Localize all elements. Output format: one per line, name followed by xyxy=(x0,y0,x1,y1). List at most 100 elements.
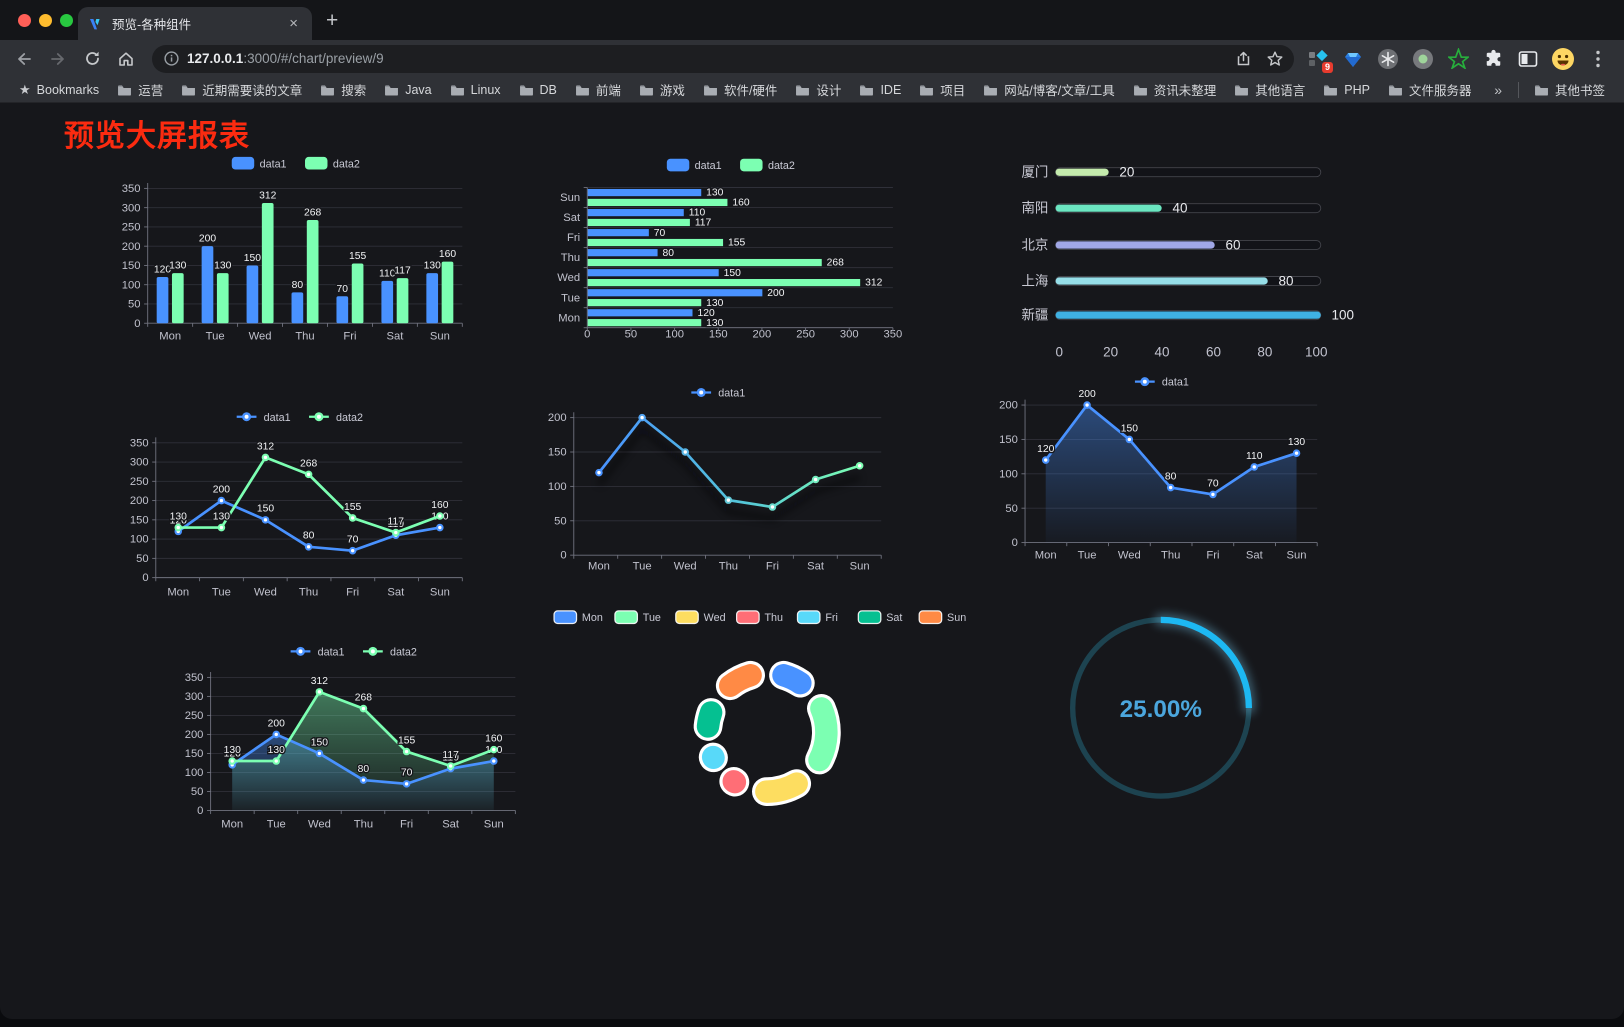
bookmark-folder-7[interactable]: 游戏 xyxy=(630,80,694,99)
bar-value-label: 268 xyxy=(827,258,844,269)
legend-item-data1[interactable]: data1 xyxy=(231,156,287,170)
bookmark-folder-8[interactable]: 软件/硬件 xyxy=(694,80,786,99)
x-axis-label: 300 xyxy=(840,329,859,341)
bar-value-label: 130 xyxy=(706,188,723,199)
bookmark-folder-14[interactable]: 其他语言 xyxy=(1225,80,1314,99)
legend-item-Sun[interactable]: Sun xyxy=(918,610,966,624)
y-axis-label: 100 xyxy=(548,481,567,493)
bookmark-folder-1[interactable]: 近期需要读的文章 xyxy=(172,80,311,99)
point-core xyxy=(438,514,442,518)
bookmark-folder-0[interactable]: 运营 xyxy=(108,80,172,99)
folder-icon xyxy=(1133,84,1147,96)
back-arrow-icon[interactable] xyxy=(10,45,38,73)
bookmark-folder-6[interactable]: 前端 xyxy=(566,80,630,99)
legend-item-Wed[interactable]: Wed xyxy=(675,610,726,624)
point-value-label: 155 xyxy=(344,502,361,513)
legend-item-data1[interactable]: data1 xyxy=(666,158,722,172)
legend-label: Mon xyxy=(582,612,603,624)
legend-item-data2[interactable]: data2 xyxy=(305,156,360,170)
bar-data2-Tue xyxy=(216,273,229,324)
bar-value-label: 110 xyxy=(379,268,396,279)
folder-icon xyxy=(796,84,810,96)
address-bar[interactable]: 127.0.0.1:3000/#/chart/preview/9 xyxy=(152,44,1294,73)
legend-item-Tue[interactable]: Tue xyxy=(614,610,661,624)
other-bookmarks-folder[interactable]: 其他书签 xyxy=(1525,80,1614,99)
kebab-menu-icon[interactable] xyxy=(1586,47,1610,71)
browser-tab[interactable]: 预览-各种组件 × xyxy=(78,7,312,40)
x-axis-label: Wed xyxy=(308,819,331,831)
minimize-window-button[interactable] xyxy=(39,14,52,27)
bookmark-folder-2[interactable]: 搜索 xyxy=(311,80,375,99)
close-window-button[interactable] xyxy=(18,14,31,27)
new-tab-button[interactable]: + xyxy=(326,9,339,32)
point-core xyxy=(350,516,355,520)
legend-item-Sat[interactable]: Sat xyxy=(857,610,902,624)
chart-line-area: 0 50 100 150 200 data1 Mon Tue Wed Thu Fri Sat Sun 12… xyxy=(999,377,1318,562)
point-core xyxy=(640,415,644,420)
bookmark-folder-5[interactable]: DB xyxy=(510,83,566,97)
page-content: 预览大屏报表 0 50 100 150 200 250 300 350 data1 data2 Mo… xyxy=(0,103,1624,1019)
x-axis-label: Tue xyxy=(267,819,286,831)
green-star-extension-icon[interactable] xyxy=(1446,47,1470,71)
point-core xyxy=(492,747,496,752)
legend-item-data1[interactable]: data1 xyxy=(691,387,745,399)
proxy-extension-icon[interactable]: 9 xyxy=(1306,47,1333,73)
bar-data1-Tue xyxy=(201,246,214,324)
legend-item-data1[interactable]: data1 xyxy=(236,412,291,424)
profile-avatar[interactable] xyxy=(1551,47,1575,71)
legend-item-data2[interactable]: data2 xyxy=(740,158,795,172)
legend-item-Mon[interactable]: Mon xyxy=(553,610,603,624)
x-axis-label: Sun xyxy=(1287,550,1307,562)
zoom-window-button[interactable] xyxy=(60,14,73,27)
bookmark-folder-12[interactable]: 网站/博客/文章/工具 xyxy=(974,80,1123,99)
forward-arrow-icon[interactable] xyxy=(44,45,72,73)
bookmarks-divider xyxy=(1517,81,1519,98)
bar-value-label: 110 xyxy=(689,208,706,219)
bookmarks-right-group: » 其他书签 xyxy=(1484,80,1614,99)
info-icon[interactable] xyxy=(164,51,179,66)
home-icon[interactable] xyxy=(112,45,140,73)
x-axis-label: 0 xyxy=(1055,344,1063,359)
bookmark-folder-13[interactable]: 资讯未整理 xyxy=(1124,80,1226,99)
x-axis-label: Thu xyxy=(295,330,314,342)
bookmark-folder-9[interactable]: 设计 xyxy=(786,80,850,99)
bar-value-label: 150 xyxy=(724,268,741,279)
progress-label: 北京 xyxy=(1021,238,1048,253)
point-value-label: 110 xyxy=(1246,451,1263,462)
bookmark-folder-3[interactable]: Java xyxy=(375,83,440,97)
bookmarks-manager-item[interactable]: ★ Bookmarks xyxy=(10,82,108,98)
bookmark-folder-10[interactable]: IDE xyxy=(850,83,910,97)
legend-item-Fri[interactable]: Fri xyxy=(796,610,838,624)
share-icon[interactable] xyxy=(1235,50,1252,67)
snowflake-extension-icon[interactable] xyxy=(1376,47,1400,71)
legend-item-data1[interactable]: data1 xyxy=(1134,377,1189,389)
folder-icon xyxy=(860,84,874,96)
star-icon[interactable] xyxy=(1266,50,1284,68)
puzzle-extensions-icon[interactable] xyxy=(1481,47,1505,71)
chart-line-two-series: 0 50 100 150 200 250 300 350 data1 data2 Mon Tue Wed… xyxy=(130,412,463,599)
dot-extension-icon[interactable] xyxy=(1411,47,1435,71)
side-panel-icon[interactable] xyxy=(1516,47,1540,71)
bookmark-folder-15[interactable]: PHP xyxy=(1314,83,1379,97)
bar-data1-Wed xyxy=(246,265,259,324)
tab-close-icon[interactable]: × xyxy=(289,15,298,32)
hbar-data2-Mon xyxy=(587,319,702,327)
bar-value-label: 80 xyxy=(292,280,304,291)
point-value-label: 130 xyxy=(213,511,230,522)
folder-icon xyxy=(1388,84,1402,96)
bookmark-folder-16[interactable]: 文件服务器 xyxy=(1379,80,1481,99)
x-axis-label: Fri xyxy=(1206,550,1219,562)
gem-extension-icon[interactable] xyxy=(1341,47,1365,71)
bookmark-folder-11[interactable]: 项目 xyxy=(910,80,974,99)
legend-item-Thu[interactable]: Thu xyxy=(735,610,783,624)
reload-icon[interactable] xyxy=(78,45,106,73)
point-value-label: 130 xyxy=(170,511,187,522)
legend-item-data2[interactable]: data2 xyxy=(309,412,363,424)
legend-item-data2[interactable]: data2 xyxy=(362,646,417,658)
legend-item-data1[interactable]: data1 xyxy=(290,646,345,658)
bookmarks-overflow-chevron[interactable]: » xyxy=(1494,81,1502,98)
bookmark-folder-4[interactable]: Linux xyxy=(441,83,510,97)
folder-icon xyxy=(321,84,335,96)
y-axis-label: 250 xyxy=(185,710,204,722)
